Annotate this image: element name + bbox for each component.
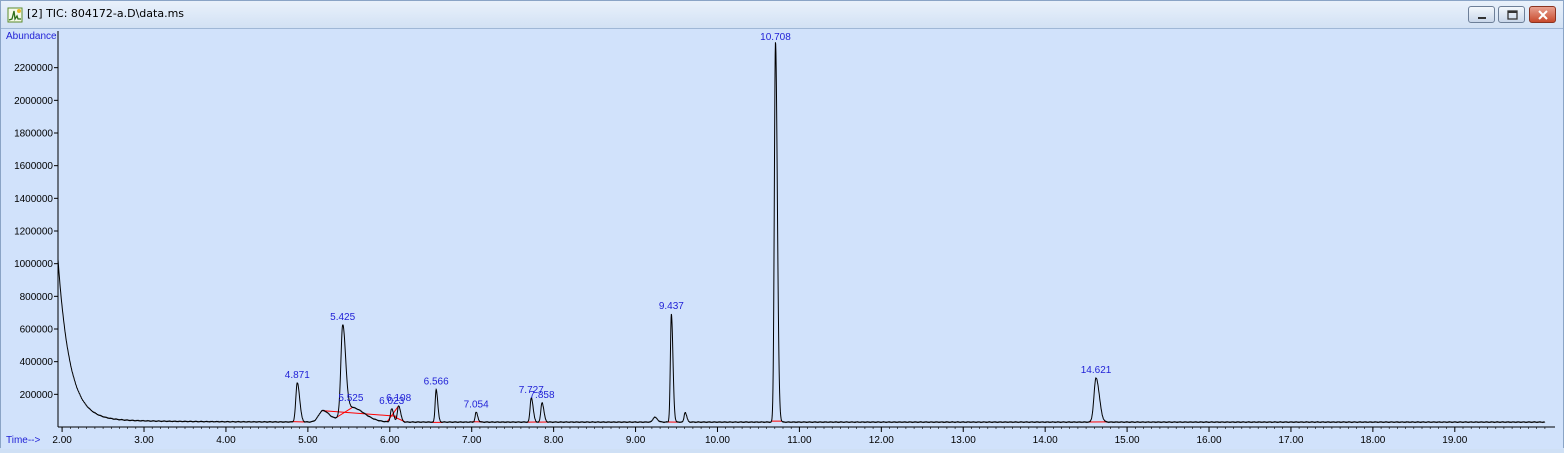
close-button[interactable] [1529, 6, 1556, 23]
title-bar[interactable]: [2] TIC: 804172-a.D\data.ms [1, 1, 1563, 29]
x-tick-label: 9.00 [626, 435, 646, 446]
peak-label: 5.425 [330, 312, 355, 323]
tic-trace-line [58, 42, 1545, 422]
axes: Abundance Time--> [6, 31, 1555, 446]
chromatogram-icon [7, 7, 23, 23]
peak-label: 9.437 [659, 301, 684, 312]
x-tick-label: 8.00 [544, 435, 564, 446]
x-tick-label: 3.00 [134, 435, 154, 446]
maximize-button[interactable] [1498, 6, 1525, 23]
window-title: [2] TIC: 804172-a.D\data.ms [27, 7, 184, 20]
chromatogram-chart[interactable]: Abundance Time--> 200000 400000 600000 80000… [1, 29, 1563, 449]
tic-trace [58, 42, 1545, 422]
peak-label: 7.054 [464, 399, 489, 410]
x-tick-label: 16.00 [1197, 435, 1222, 446]
peak-label: 10.708 [760, 32, 791, 43]
x-tick-label: 19.00 [1442, 435, 1467, 446]
chromatogram-plot[interactable]: Abundance Time--> 200000 400000 600000 80000… [1, 29, 1563, 449]
peak-label: 5.525 [338, 393, 363, 404]
minimize-button[interactable] [1468, 6, 1495, 23]
y-axis-title: Abundance [6, 31, 57, 42]
y-tick-label: 800000 [20, 292, 54, 303]
x-tick-label: 17.00 [1278, 435, 1303, 446]
x-tick-label: 4.00 [216, 435, 236, 446]
x-tick-label: 7.00 [462, 435, 482, 446]
y-tick-label: 1000000 [14, 259, 53, 270]
y-tick-label: 2000000 [14, 96, 53, 107]
x-tick-label: 15.00 [1115, 435, 1140, 446]
y-tick-label: 1800000 [14, 129, 53, 140]
minimize-icon [1469, 7, 1496, 24]
y-tick-label: 1200000 [14, 227, 53, 238]
peak-label: 6.566 [424, 376, 449, 387]
x-tick-label: 10.00 [705, 435, 730, 446]
peak-label: 7.858 [529, 390, 554, 401]
x-tick-label: 12.00 [869, 435, 894, 446]
peak-label: 4.871 [285, 370, 310, 381]
x-tick-label: 18.00 [1360, 435, 1385, 446]
x-tick-label: 6.00 [380, 435, 400, 446]
peak-label: 14.621 [1081, 365, 1112, 376]
x-axis-title: Time--> [6, 435, 41, 446]
x-tick-label: 2.00 [52, 435, 72, 446]
x-tick-label: 13.00 [951, 435, 976, 446]
integration-baselines [292, 406, 1107, 422]
y-tick-label: 1400000 [14, 194, 53, 205]
x-tick-label: 5.00 [298, 435, 318, 446]
y-tick-label: 600000 [20, 325, 54, 336]
y-tick-label: 1600000 [14, 161, 53, 172]
peak-label: 6.108 [386, 393, 411, 404]
x-tick-label: 11.00 [787, 435, 812, 446]
close-icon [1530, 7, 1557, 24]
integration-baseline [322, 411, 397, 417]
y-tick-label: 200000 [20, 390, 54, 401]
y-tick-label: 400000 [20, 357, 54, 368]
maximize-icon [1499, 7, 1526, 24]
x-tick-label: 14.00 [1033, 435, 1058, 446]
y-tick-label: 2200000 [14, 63, 53, 74]
